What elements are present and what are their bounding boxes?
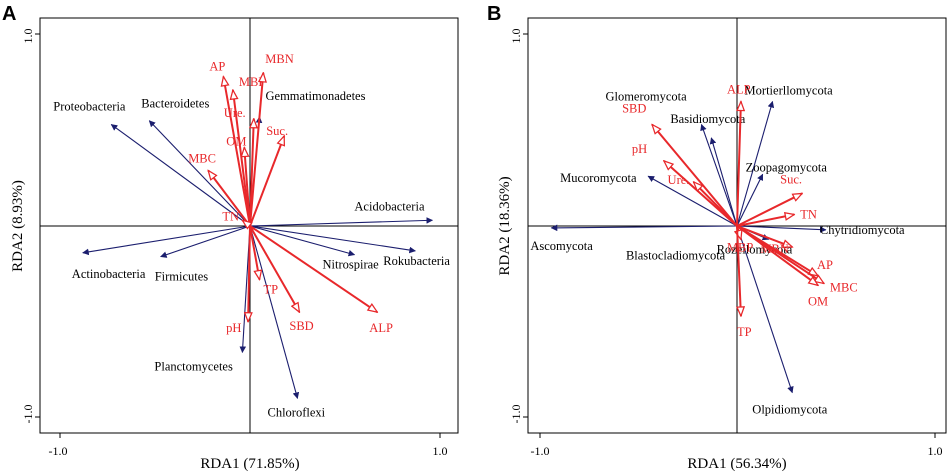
label-om: OM (808, 294, 828, 308)
vector-om-env (244, 147, 251, 227)
vector-mucoromycota-phylum (647, 175, 738, 227)
vector-proteobacteria-phylum (110, 124, 251, 227)
label-ph: pH (632, 142, 647, 156)
y-tick-label: -1.0 (21, 405, 35, 424)
vector-chloroflexi-phylum (249, 225, 300, 399)
label-ure: Ure. (668, 173, 690, 187)
panel-a: A -1.0 1.0 1.0 -1.0 RDA1 (71.85%) RDA2 (… (2, 3, 459, 472)
vector-mbp-env (233, 90, 251, 227)
y-axis-title: RDA2 (18.36%) (497, 176, 513, 275)
vector-ap-env (223, 77, 251, 227)
label-actinobacteria: Actinobacteria (72, 267, 146, 281)
label-gemmatimonadetes: Gemmatimonadetes (266, 89, 366, 103)
label-acidobacteria: Acidobacteria (354, 199, 425, 213)
vector-actinobacteria-phylum (82, 225, 251, 256)
vector-nitrospirae-phylum (249, 225, 356, 257)
vector-ure-env (694, 182, 738, 227)
label-mbc: MBC (188, 151, 216, 165)
label-tn: TN (222, 209, 239, 223)
vector-ascomycota-phylum (550, 224, 738, 232)
label-olpidiomycota: Olpidiomycota (752, 403, 827, 417)
vector-firmicutes-phylum (160, 225, 251, 258)
vector-acidobacteria-phylum (249, 217, 434, 227)
label-suc: Suc. (266, 124, 288, 138)
label-tn: TN (800, 208, 817, 222)
label-tp: TP (264, 283, 279, 297)
label-zoopagomycota: Zoopagomycota (746, 160, 828, 174)
label-nitrospirae: Nitrospirae (323, 258, 380, 272)
label-ph: pH (226, 321, 241, 335)
x-tick-label: -1.0 (531, 444, 550, 458)
vector-olpidiomycota-phylum (736, 225, 794, 394)
vector-tp-env (249, 225, 260, 280)
vector-sbd-env (652, 125, 738, 227)
x-axis-title: RDA1 (56.34%) (687, 456, 786, 472)
label-mbc: MBC (830, 280, 858, 294)
label-mucoromycota: Mucoromycota (560, 171, 637, 185)
label-ure: Ure. (224, 106, 246, 120)
vector-tn-env (242, 220, 250, 226)
y-tick-label: -1.0 (509, 405, 523, 424)
vector-alp-env (249, 225, 377, 312)
vector-zoopagomycota-phylum (736, 173, 764, 227)
vector-ph-env (248, 225, 250, 322)
biplot-vectors: Mortierllomycota Glomeromycota Basidiomyco… (530, 83, 905, 417)
label-firmicutes: Firmicutes (155, 270, 209, 284)
x-tick-label: -1.0 (49, 444, 68, 458)
vector-chytridiomycota-phylum (736, 225, 827, 233)
vector-om-env (736, 225, 818, 285)
label-basidiomycota: Basidiomycota (670, 112, 745, 126)
label-mortierllomycota: Mortierllomycota (745, 84, 834, 98)
vector-basidiomycota-phylum (709, 137, 738, 227)
x-tick-label: 1.0 (433, 444, 448, 458)
label-chloroflexi: Chloroflexi (268, 405, 326, 419)
vector-alp-env (736, 102, 741, 227)
y-axis-title: RDA2 (8.93%) (10, 180, 26, 272)
label-mbn: MBN (265, 52, 293, 66)
vector-tn-env (736, 215, 794, 227)
vector-sbd-env (249, 225, 301, 312)
vector-rokubacteria-phylum (249, 225, 416, 254)
label-tp: TP (737, 325, 752, 339)
label-rokubacteria: Rokubacteria (383, 254, 450, 268)
label-ascomycota: Ascomycota (530, 239, 593, 253)
label-bacteroidetes: Bacteroidetes (141, 97, 209, 111)
label-planctomycetes: Planctomycetes (154, 359, 233, 373)
label-mbp: MBP (727, 240, 753, 254)
label-chytridiomycota: Chytridiomycota (820, 223, 905, 237)
vector-tp-env (736, 225, 741, 316)
vector-suc-env (249, 136, 286, 227)
label-sbd: SBD (622, 102, 646, 116)
vector-mbn-env (249, 73, 263, 227)
label-ap: AP (209, 60, 225, 74)
label-sbd: SBD (289, 319, 313, 333)
label-blastocladiomycota: Blastocladiomycota (626, 248, 726, 262)
panel-b: B -1.0 1.0 1.0 -1.0 RDA1 (56.34%) RDA2 (… (487, 3, 947, 472)
panel-letter: B (487, 3, 501, 25)
label-alp: ALP (727, 83, 751, 97)
vector-suc-env (736, 192, 802, 227)
vector-ure-env (250, 119, 254, 227)
y-tick-label: 1.0 (21, 29, 35, 44)
label-ap: AP (817, 258, 833, 272)
vector-mbc-env (208, 170, 251, 227)
panel-letter: A (2, 3, 16, 25)
label-alp: ALP (369, 321, 393, 335)
vector-bacteroidetes-phylum (148, 120, 251, 227)
label-proteobacteria: Proteobacteria (53, 100, 126, 114)
x-tick-label: 1.0 (928, 444, 943, 458)
label-om: OM (226, 134, 246, 148)
biplot-vectors: Proteobacteria Bacteroidetes Gemmatimonade… (53, 52, 450, 420)
x-axis-title: RDA1 (71.85%) (200, 456, 299, 472)
vector-glomeromycota-phylum (700, 123, 738, 227)
vector-mbn-env (736, 225, 792, 248)
vector-ph-env (664, 161, 738, 227)
y-tick-label: 1.0 (509, 29, 523, 44)
vector-mortierllomycota-phylum (736, 100, 775, 227)
label-suc: Suc. (780, 172, 802, 186)
label-glomeromycota: Glomeromycota (605, 90, 687, 104)
